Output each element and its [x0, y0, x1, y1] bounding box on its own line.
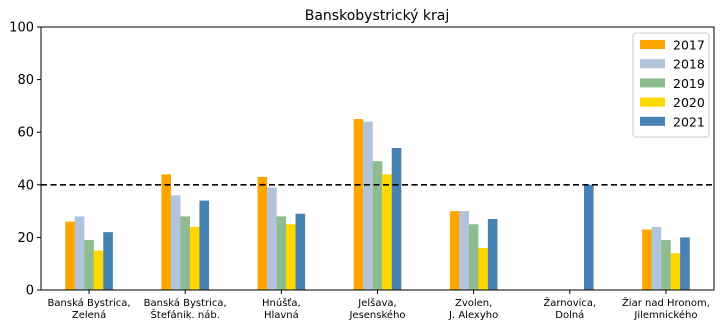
bar-2018	[459, 211, 469, 290]
x-tick-label: J. Alexyho	[448, 310, 498, 321]
bar-2020	[286, 224, 296, 290]
bar-2018	[363, 121, 373, 291]
x-tick-label: Zvolen,	[455, 298, 492, 309]
bar-2017	[353, 119, 364, 290]
bar-2019	[180, 216, 191, 290]
y-tick-label: 20	[17, 231, 34, 246]
plot-frame	[40, 26, 715, 291]
bar-2017	[642, 229, 652, 290]
x-tick-label: Banská Bystrica,	[48, 297, 131, 309]
x-tick-label: Hnúšťa,	[262, 297, 301, 309]
bar-2019	[372, 161, 383, 290]
bar-2017	[65, 221, 75, 290]
x-tick-label: Jilemnického	[633, 309, 697, 321]
legend-swatch-2021	[640, 116, 665, 126]
y-tick-label: 0	[26, 284, 34, 299]
x-tick-label: Hlavná	[264, 309, 299, 321]
legend-label: 2021	[673, 114, 705, 129]
x-tick-label: Žiar nad Hronom,	[622, 296, 710, 309]
bar-2017	[257, 176, 268, 290]
bar-2021	[103, 232, 113, 290]
legend-label: 2020	[673, 95, 705, 110]
legend: 2017 2018 2019 2020 2021	[632, 32, 710, 138]
x-tick-label: Zelená	[72, 309, 106, 321]
x-tick-label: Dolná	[555, 309, 584, 321]
bar-2021	[391, 147, 402, 290]
bar-2019	[84, 240, 94, 290]
bar-2020	[93, 250, 104, 290]
bar-2019	[661, 240, 671, 290]
legend-swatch-2018	[640, 59, 665, 69]
bar-2021	[680, 237, 690, 290]
legend-label: 2017	[673, 38, 705, 53]
bar-2018	[170, 195, 181, 290]
bar-2018	[651, 226, 662, 290]
x-tick-label: Jesenského	[348, 309, 405, 321]
bar-2020	[382, 174, 392, 290]
legend-swatch-2019	[640, 78, 665, 88]
bar-2017	[161, 174, 172, 290]
x-tick-label: Jelšava,	[357, 297, 396, 309]
legend-swatch-2017	[640, 40, 665, 49]
y-tick-label: 100	[9, 21, 34, 36]
bar-2018	[267, 187, 277, 290]
bar-2021	[487, 218, 498, 290]
chart-title: Banskobystrický kraj	[305, 8, 450, 24]
legend-swatch-2020	[640, 97, 665, 107]
bar-2020	[670, 253, 681, 290]
legend-label: 2019	[673, 76, 705, 91]
y-tick-label: 80	[17, 73, 34, 88]
legend-label: 2018	[673, 57, 705, 72]
bar-2021	[295, 213, 306, 290]
y-axis: 0 20 40 60 80 100	[9, 21, 41, 299]
legend-box	[632, 32, 710, 138]
x-tick-label: Banská Bystrica,	[144, 297, 227, 309]
bar-2019	[276, 216, 287, 290]
x-tick-label: Žarnovica,	[543, 296, 596, 309]
bar-2018	[74, 216, 85, 290]
bar-2020	[478, 247, 488, 290]
bar-2017	[449, 211, 460, 290]
bar-2021	[199, 200, 210, 290]
x-tick-label: Štefánik. náb.	[151, 308, 220, 321]
y-tick-label: 60	[17, 126, 34, 141]
y-tick-label: 40	[17, 178, 34, 193]
bars	[65, 119, 690, 291]
bar-2021	[583, 184, 594, 290]
bar-2020	[189, 226, 200, 290]
bar-2019	[468, 224, 479, 290]
